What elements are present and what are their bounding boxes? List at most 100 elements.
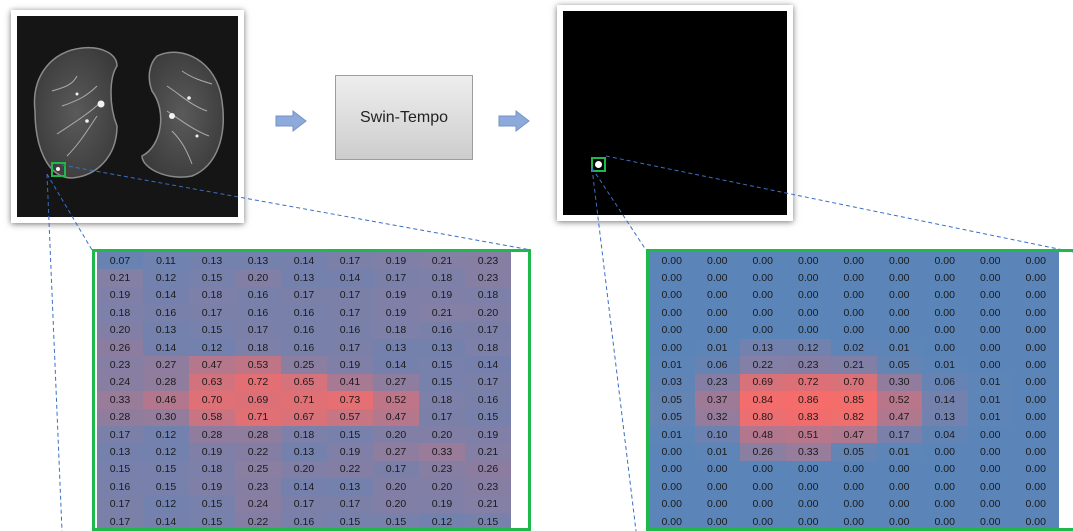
output-grid-cell: 0.00 [1013, 460, 1059, 479]
input-grid-cell: 0.19 [373, 304, 419, 322]
input-grid-cell: 0.33 [97, 391, 143, 409]
output-grid-cell: 0.05 [876, 356, 922, 374]
input-grid-cell: 0.23 [465, 269, 511, 287]
output-grid-cell: 0.00 [694, 478, 740, 496]
output-grid-cell: 0.00 [831, 478, 877, 496]
input-grid-cell: 0.19 [189, 443, 235, 461]
input-grid-cell: 0.18 [419, 391, 465, 409]
output-grid-cell: 0.00 [922, 269, 968, 287]
output-grid-cell: 0.23 [785, 356, 831, 374]
output-grid-cell: 0.00 [785, 252, 831, 270]
output-grid-cell: 0.00 [967, 478, 1013, 496]
model-label: Swin-Tempo [359, 108, 449, 126]
ct-scan-image [11, 10, 244, 223]
input-grid-cell: 0.23 [235, 478, 281, 496]
input-grid-cell: 0.19 [373, 252, 419, 270]
output-grid-cell: 0.17 [876, 425, 922, 444]
input-grid-cell: 0.20 [419, 478, 465, 496]
output-grid-cell: 0.00 [922, 338, 968, 357]
output-grid-cell: 0.00 [740, 460, 786, 479]
output-grid-cell: 0.00 [967, 286, 1013, 305]
model-box: Swin-Tempo [335, 75, 473, 160]
lung-ct-illustration [33, 46, 224, 179]
mask-spot [595, 161, 602, 168]
output-grid-cell: 0.00 [922, 495, 968, 513]
arrow-right-icon [498, 110, 530, 132]
input-grid-cell: 0.15 [189, 512, 235, 528]
output-grid-cell: 0.00 [785, 286, 831, 305]
input-grid-cell: 0.19 [419, 495, 465, 513]
input-grid-cell: 0.16 [235, 304, 281, 322]
output-grid-cell: 0.00 [694, 512, 740, 528]
input-grid-cell: 0.13 [419, 338, 465, 357]
input-grid-cell: 0.16 [143, 304, 189, 322]
input-grid-cell: 0.17 [373, 460, 419, 479]
output-grid-cell: 0.00 [922, 443, 968, 461]
input-grid-cell: 0.17 [235, 321, 281, 339]
input-grid-cell: 0.15 [419, 356, 465, 374]
input-grid-cells: 0.07 0.11 0.13 0.13 0.14 0.17 0.19 0.21 0.23 0.21… [95, 252, 511, 528]
output-grid-cell: 0.21 [831, 356, 877, 374]
output-grid-cell: 0.47 [876, 408, 922, 426]
output-grid-cell: 0.80 [740, 408, 786, 426]
output-grid-cell: 0.00 [876, 269, 922, 287]
output-grid-cell: 0.00 [1013, 391, 1059, 409]
input-grid-cell: 0.16 [235, 286, 281, 305]
output-grid-cell: 0.06 [694, 356, 740, 374]
output-grid-cell: 0.01 [967, 373, 1013, 392]
output-grid-cell: 0.00 [1013, 512, 1059, 528]
output-grid-cell: 0.10 [694, 425, 740, 444]
input-intensity-grid: 0.07 0.11 0.13 0.13 0.14 0.17 0.19 0.21 0.23 0.21… [92, 249, 531, 531]
output-grid-cell: 0.00 [1013, 478, 1059, 496]
input-grid-cell: 0.17 [327, 495, 373, 513]
output-grid-cell: 0.00 [876, 304, 922, 322]
input-grid-cell: 0.47 [189, 356, 235, 374]
output-grid-cell: 0.00 [740, 321, 786, 339]
input-grid-cell: 0.15 [143, 478, 189, 496]
input-grid-cell: 0.23 [419, 460, 465, 479]
input-grid-cell: 0.65 [281, 373, 327, 392]
input-grid-cell: 0.19 [189, 478, 235, 496]
output-grid-cell: 0.00 [876, 495, 922, 513]
input-grid-cell: 0.25 [235, 460, 281, 479]
output-grid-cell: 0.70 [831, 373, 877, 392]
output-grid-cell: 0.01 [922, 356, 968, 374]
input-grid-cell: 0.16 [281, 338, 327, 357]
input-grid-cell: 0.12 [143, 443, 189, 461]
input-grid-cell: 0.17 [327, 286, 373, 305]
input-grid-cell: 0.18 [465, 286, 511, 305]
input-grid-cell: 0.20 [235, 269, 281, 287]
input-grid-cell: 0.17 [419, 408, 465, 426]
output-grid-cell: 0.00 [785, 512, 831, 528]
output-grid-cell: 0.00 [831, 512, 877, 528]
input-grid-cell: 0.17 [97, 512, 143, 528]
output-grid-cell: 0.00 [740, 478, 786, 496]
mask-canvas [563, 11, 787, 215]
input-grid-cell: 0.15 [373, 512, 419, 528]
input-grid-cell: 0.13 [373, 338, 419, 357]
input-grid-cell: 0.16 [327, 321, 373, 339]
output-grid-cell: 0.00 [876, 512, 922, 528]
output-grid-cell: 0.00 [740, 512, 786, 528]
input-grid-cell: 0.14 [143, 286, 189, 305]
output-grid-cell: 0.84 [740, 391, 786, 409]
output-probability-grid: 0.00 0.00 0.00 0.00 0.00 0.00 0.00 0.00 0.00 0.00… [646, 249, 1073, 531]
input-grid-cell: 0.30 [143, 408, 189, 426]
output-grid-cell: 0.26 [740, 443, 786, 461]
output-grid-cell: 0.00 [1013, 286, 1059, 305]
output-grid-cell: 0.00 [740, 252, 786, 270]
input-grid-cell: 0.26 [465, 460, 511, 479]
input-grid-cell: 0.22 [327, 460, 373, 479]
input-grid-cell: 0.67 [281, 408, 327, 426]
input-grid-cell: 0.24 [97, 373, 143, 392]
input-grid-cell: 0.22 [235, 443, 281, 461]
input-grid-cell: 0.16 [281, 321, 327, 339]
input-grid-cell: 0.17 [373, 269, 419, 287]
input-grid-cell: 0.19 [465, 425, 511, 444]
output-grid-cell: 0.00 [694, 269, 740, 287]
input-grid-cell: 0.28 [189, 425, 235, 444]
output-grid-cell: 0.00 [785, 304, 831, 322]
output-grid-cell: 0.05 [649, 391, 695, 409]
output-grid-cell: 0.02 [831, 338, 877, 357]
output-grid-cell: 0.82 [831, 408, 877, 426]
